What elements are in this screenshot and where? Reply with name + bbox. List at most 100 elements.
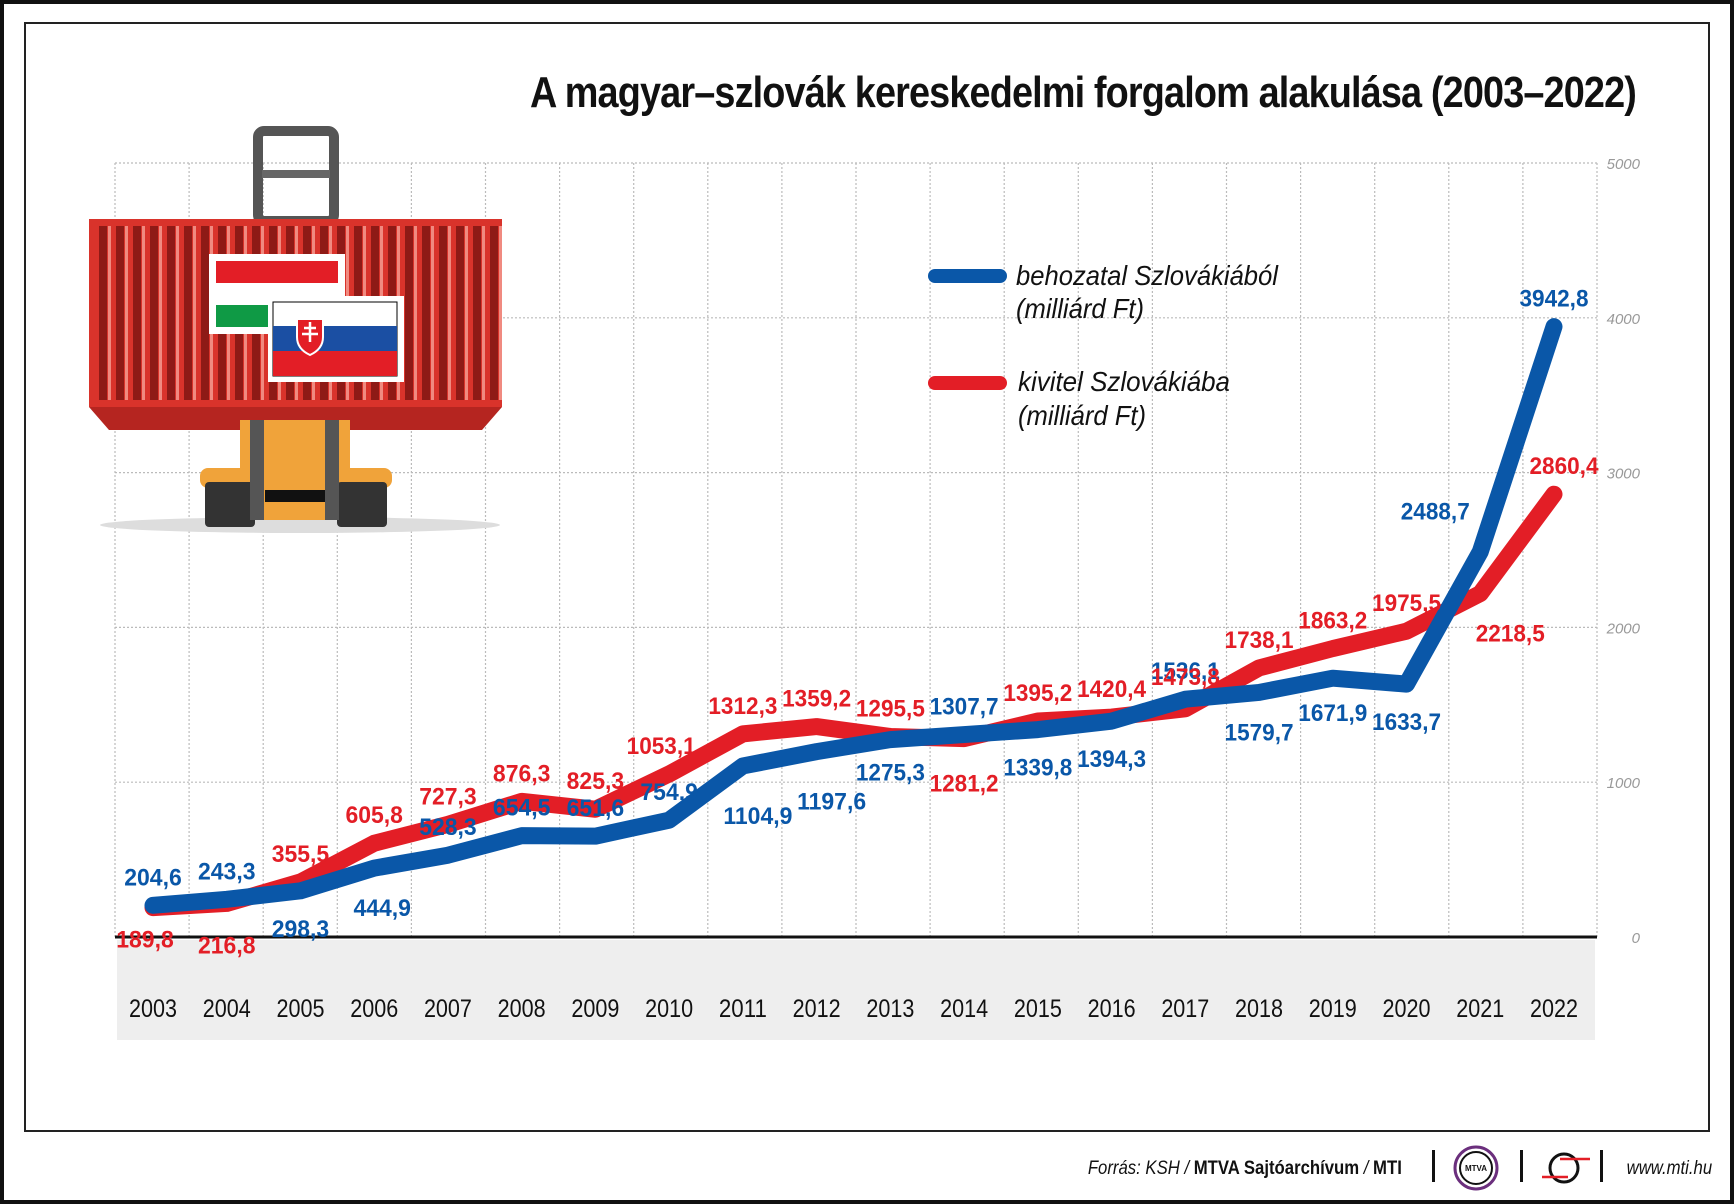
mti-logo-icon xyxy=(1542,1152,1590,1184)
x-tick-label: 2019 xyxy=(1309,995,1357,1023)
data-label-import: 1633,7 xyxy=(1372,709,1441,736)
x-tick-label: 2007 xyxy=(424,995,472,1023)
x-tick-label: 2014 xyxy=(940,995,988,1023)
y-tick-label: 5000 xyxy=(1607,156,1641,173)
x-axis-band xyxy=(117,940,1595,1040)
data-label-import: 1275,3 xyxy=(856,760,925,787)
footer: Forrás: KSH / MTVA Sajtóarchívum / MTI M… xyxy=(0,1140,1734,1191)
x-tick-label: 2012 xyxy=(793,995,841,1023)
legend-label-export: kivitel Szlovákiába xyxy=(1018,366,1230,397)
data-label-import: 204,6 xyxy=(124,864,182,891)
website-url: www.mti.hu xyxy=(1626,1158,1712,1179)
data-label-export: 1359,2 xyxy=(782,686,851,713)
legend-unit-import: (milliárd Ft) xyxy=(1016,293,1144,324)
data-label-export: 1395,2 xyxy=(1003,680,1072,707)
data-label-export: 1281,2 xyxy=(930,771,999,798)
legend: behozatal Szlovákiából (milliárd Ft) kiv… xyxy=(928,260,1279,431)
separator xyxy=(1432,1150,1435,1182)
x-tick-label: 2018 xyxy=(1235,995,1283,1023)
y-tick-label: 4000 xyxy=(1607,311,1641,328)
data-label-import: 3942,8 xyxy=(1520,286,1589,313)
slovak-flag xyxy=(268,296,404,382)
series-line-import xyxy=(144,318,1563,914)
x-tick-labels: 2003 2004 2005 2006 2007 2008 2009 2010 2011 2012… xyxy=(129,995,1578,1023)
data-label-export: 1312,3 xyxy=(708,693,777,720)
data-label-import: 1394,3 xyxy=(1077,746,1146,773)
x-tick-label: 2022 xyxy=(1530,995,1578,1023)
data-label-export: 1295,5 xyxy=(856,695,925,722)
x-tick-label: 2020 xyxy=(1383,995,1431,1023)
wheel xyxy=(337,482,387,527)
forklift-container-illustration xyxy=(89,126,502,533)
data-label-export: 1420,4 xyxy=(1077,676,1147,703)
data-label-export: 355,5 xyxy=(272,841,330,868)
data-labels: 204,6 243,3 298,3 444,9 528,3 654,5 651,6 754,9… xyxy=(116,286,1599,960)
mtva-logo-text: MTVA xyxy=(1465,1164,1487,1173)
chart-title: A magyar–szlovák kereskedelmi forgalom a… xyxy=(529,68,1637,117)
data-label-import: 1307,7 xyxy=(930,694,999,721)
data-label-export: 216,8 xyxy=(198,932,256,959)
source-mti: MTI xyxy=(1373,1158,1402,1179)
data-label-import: 1104,9 xyxy=(723,803,792,830)
y-tick-labels: 0 1000 2000 3000 4000 5000 xyxy=(1606,156,1641,947)
data-label-import: 528,3 xyxy=(419,814,477,841)
x-tick-label: 2011 xyxy=(719,995,767,1023)
data-label-import: 1671,9 xyxy=(1298,700,1367,727)
y-tick-label: 3000 xyxy=(1607,466,1641,483)
separator xyxy=(1520,1150,1523,1182)
data-label-import: 754,9 xyxy=(640,779,698,806)
data-label-import: 243,3 xyxy=(198,858,256,885)
legend-label-import: behozatal Szlovákiából xyxy=(1016,260,1279,291)
x-tick-label: 2021 xyxy=(1456,995,1504,1023)
x-tick-label: 2017 xyxy=(1161,995,1209,1023)
y-tick-label: 0 xyxy=(1632,930,1641,947)
x-tick-label: 2005 xyxy=(276,995,324,1023)
x-tick-label: 2010 xyxy=(645,995,693,1023)
data-label-export: 1975,5 xyxy=(1372,590,1441,617)
data-label-import: 1536,1 xyxy=(1151,658,1220,685)
data-label-export: 605,8 xyxy=(345,802,403,829)
data-label-export: 825,3 xyxy=(567,768,625,795)
data-label-export: 1053,1 xyxy=(627,733,696,760)
y-tick-label: 1000 xyxy=(1607,775,1641,792)
data-label-import: 2488,7 xyxy=(1401,499,1470,526)
y-tick-label: 2000 xyxy=(1606,620,1641,637)
mtva-logo-icon: MTVA xyxy=(1453,1145,1499,1191)
data-label-export: 1738,1 xyxy=(1225,627,1294,654)
data-label-export: 727,3 xyxy=(419,783,477,810)
source-separator: / xyxy=(1359,1158,1374,1179)
data-label-import: 654,5 xyxy=(493,795,551,822)
separator xyxy=(1600,1150,1603,1182)
x-tick-label: 2006 xyxy=(350,995,398,1023)
data-label-export: 1863,2 xyxy=(1298,608,1367,635)
x-tick-label: 2015 xyxy=(1014,995,1062,1023)
shadow xyxy=(100,517,500,533)
data-label-export: 189,8 xyxy=(116,927,174,954)
source-credit: Forrás: KSH / MTVA Sajtóarchívum / MTI xyxy=(1088,1158,1402,1180)
series-line-export xyxy=(144,485,1563,917)
data-label-import: 444,9 xyxy=(353,895,411,922)
source-archive: MTVA Sajtóarchívum xyxy=(1193,1158,1360,1179)
data-label-import: 298,3 xyxy=(272,916,330,943)
source-prefix: Forrás: KSH / xyxy=(1087,1158,1194,1179)
data-label-import: 1579,7 xyxy=(1225,719,1294,746)
data-label-export: 876,3 xyxy=(493,760,551,787)
inner-frame xyxy=(24,22,1710,1132)
series-lines xyxy=(144,318,1563,917)
x-tick-label: 2004 xyxy=(203,995,251,1023)
x-tick-label: 2016 xyxy=(1088,995,1136,1023)
x-tick-label: 2008 xyxy=(498,995,546,1023)
x-tick-label: 2013 xyxy=(866,995,914,1023)
legend-unit-export: (milliárd Ft) xyxy=(1018,400,1146,431)
data-label-import: 651,6 xyxy=(567,795,625,822)
data-label-import: 1197,6 xyxy=(797,789,866,816)
data-label-export: 2860,4 xyxy=(1530,453,1600,480)
x-tick-label: 2009 xyxy=(571,995,619,1023)
data-label-export: 1473,8 xyxy=(1151,664,1220,691)
data-label-import: 1339,8 xyxy=(1003,755,1072,782)
data-label-export: 2218,5 xyxy=(1476,621,1545,648)
x-tick-label: 2003 xyxy=(129,995,177,1023)
wheel xyxy=(205,482,255,527)
